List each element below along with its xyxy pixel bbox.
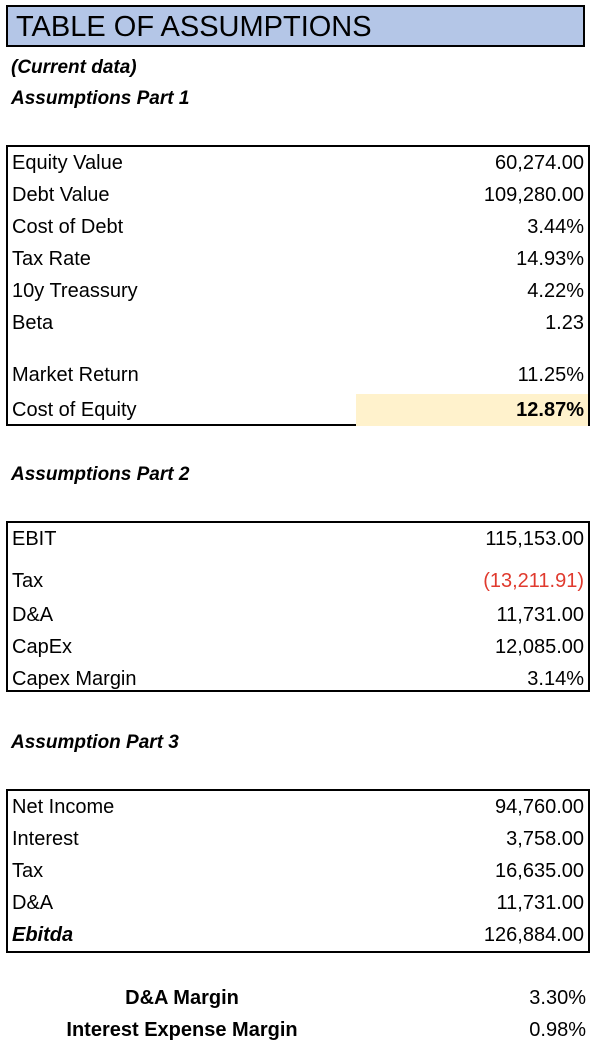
row-label: Tax bbox=[12, 860, 44, 882]
row-value: 11,731.00 bbox=[496, 892, 585, 914]
table-row: D&A 11,731.00 bbox=[8, 599, 588, 631]
ebitda-label: Ebitda bbox=[12, 924, 74, 946]
row-label: D&A bbox=[12, 604, 54, 626]
row-label: Cost of Debt bbox=[12, 216, 124, 238]
table-row: Net Income 94,760.00 bbox=[8, 791, 588, 823]
table-row: Tax 16,635.00 bbox=[8, 855, 588, 887]
row-label: Market Return bbox=[12, 364, 139, 386]
row-value: 94,760.00 bbox=[495, 796, 584, 818]
row-value: 4.22% bbox=[527, 280, 584, 302]
row-value: 11,731.00 bbox=[496, 604, 585, 626]
row-label: Tax bbox=[12, 570, 44, 592]
row-label: CapEx bbox=[12, 636, 73, 658]
table-row: EBIT 115,153.00 bbox=[8, 523, 588, 555]
row-label: Tax Rate bbox=[12, 248, 91, 270]
row-value: 16,635.00 bbox=[495, 860, 584, 882]
row-label: Net Income bbox=[12, 796, 115, 818]
row-label: 10y Treassury bbox=[12, 280, 138, 302]
row-value: 14.93% bbox=[516, 248, 584, 270]
table-row: Capex Margin 3.14% bbox=[8, 663, 588, 695]
margin-value: 3.30% bbox=[529, 987, 586, 1009]
table-row: Debt Value 109,280.00 bbox=[8, 179, 588, 211]
row-value: 109,280.00 bbox=[483, 184, 584, 206]
row-value: 12,085.00 bbox=[495, 636, 584, 658]
part3-heading: Assumption Part 3 bbox=[11, 732, 179, 753]
row-value: 3.14% bbox=[527, 668, 584, 690]
row-value: 1.23 bbox=[545, 312, 584, 334]
table-row: Tax (13,211.91) bbox=[8, 565, 588, 597]
row-label: Cost of Equity bbox=[12, 399, 137, 421]
table-row: D&A 11,731.00 bbox=[8, 887, 588, 919]
row-value: 60,274.00 bbox=[495, 152, 584, 174]
table-row: 10y Treassury 4.22% bbox=[8, 275, 588, 307]
row-label: D&A bbox=[12, 892, 54, 914]
row-value: 3.44% bbox=[527, 216, 584, 238]
table-row-highlighted: Cost of Equity 12.87% bbox=[8, 394, 588, 426]
row-label: Capex Margin bbox=[12, 668, 137, 690]
margin-value: 0.98% bbox=[529, 1019, 586, 1041]
row-value: 11.25% bbox=[517, 364, 584, 386]
table-row: Market Return 11.25% bbox=[8, 359, 588, 391]
part1-heading: Assumptions Part 1 bbox=[11, 88, 190, 109]
negative-value: (13,211.91) bbox=[483, 570, 584, 592]
row-label: EBIT bbox=[12, 528, 57, 550]
cost-of-equity-value: 12.87% bbox=[516, 399, 584, 421]
row-label: Equity Value bbox=[12, 152, 123, 174]
table-row: Cost of Debt 3.44% bbox=[8, 211, 588, 243]
subtitle: (Current data) bbox=[11, 57, 137, 78]
row-label: Beta bbox=[12, 312, 54, 334]
part2-heading: Assumptions Part 2 bbox=[11, 464, 190, 485]
assumptions-part2-table: EBIT 115,153.00 Tax (13,211.91) D&A 11,7… bbox=[6, 521, 590, 692]
table-row: Interest 3,758.00 bbox=[8, 823, 588, 855]
margin-label: Interest Expense Margin bbox=[66, 1019, 298, 1041]
table-row: Tax Rate 14.93% bbox=[8, 243, 588, 275]
assumptions-part3-table: Net Income 94,760.00 Interest 3,758.00 T… bbox=[6, 789, 590, 953]
row-label: Debt Value bbox=[12, 184, 110, 206]
highlight-cell bbox=[356, 394, 588, 426]
da-margin-row: D&A Margin 3.30% bbox=[0, 982, 597, 1014]
table-row: Ebitda 126,884.00 bbox=[8, 919, 588, 951]
page-title: TABLE OF ASSUMPTIONS bbox=[6, 5, 585, 47]
margin-label: D&A Margin bbox=[125, 987, 239, 1009]
row-value: 126,884.00 bbox=[483, 924, 584, 946]
row-label: Interest bbox=[12, 828, 79, 850]
table-row: CapEx 12,085.00 bbox=[8, 631, 588, 663]
row-value: 115,153.00 bbox=[485, 528, 584, 550]
interest-expense-margin-row: Interest Expense Margin 0.98% bbox=[0, 1014, 597, 1046]
row-value: 3,758.00 bbox=[506, 828, 584, 850]
assumptions-part1-table: Equity Value 60,274.00 Debt Value 109,28… bbox=[6, 145, 590, 426]
table-row: Equity Value 60,274.00 bbox=[8, 147, 588, 179]
table-row: Beta 1.23 bbox=[8, 307, 588, 339]
